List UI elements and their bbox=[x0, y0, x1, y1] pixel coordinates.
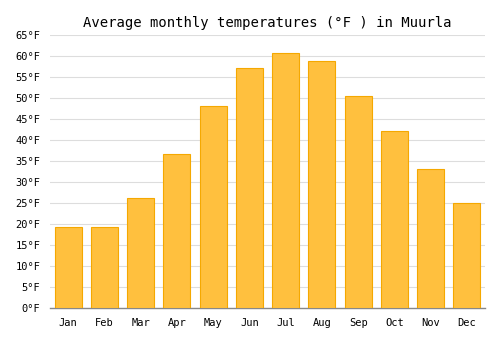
Bar bbox=[381, 131, 408, 308]
Bar bbox=[127, 198, 154, 308]
Bar bbox=[344, 96, 372, 308]
Bar bbox=[236, 68, 263, 308]
Bar bbox=[272, 52, 299, 308]
Bar bbox=[54, 226, 82, 308]
Bar bbox=[200, 106, 226, 308]
Bar bbox=[91, 228, 118, 308]
Bar bbox=[164, 154, 190, 308]
Title: Average monthly temperatures (°F ) in Muurla: Average monthly temperatures (°F ) in Mu… bbox=[83, 16, 452, 30]
Bar bbox=[308, 61, 336, 308]
Bar bbox=[417, 169, 444, 308]
Bar bbox=[454, 203, 480, 308]
